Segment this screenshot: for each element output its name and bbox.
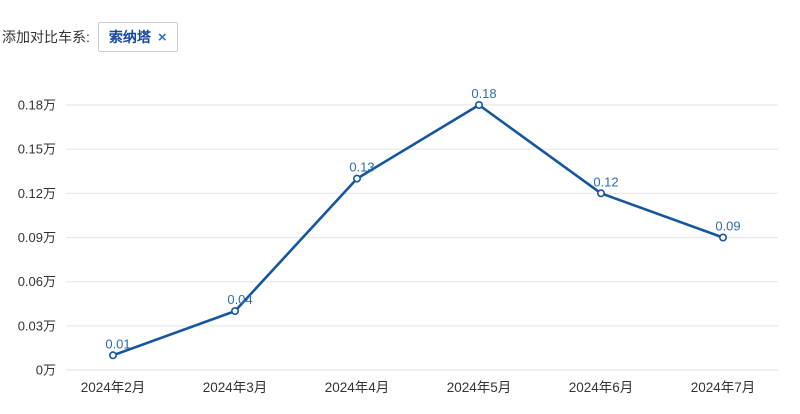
data-point-label: 0.01	[105, 336, 130, 351]
y-tick-label: 0.06万	[18, 274, 56, 289]
car-series-tag-label: 索纳塔	[108, 29, 151, 45]
data-point-label: 0.09	[715, 219, 740, 234]
y-tick-label: 0万	[36, 363, 56, 378]
data-point-marker[interactable]	[718, 233, 727, 242]
x-tick-label: 2024年3月	[203, 380, 268, 395]
data-point-label: 0.18	[471, 86, 496, 101]
data-point-label: 0.04	[227, 292, 252, 307]
compare-header: 添加对比车系: 索纳塔 ×	[2, 22, 178, 52]
data-point-marker[interactable]	[352, 174, 361, 183]
data-point-label: 0.13	[349, 160, 374, 175]
data-point-marker[interactable]	[231, 307, 240, 316]
data-point-marker[interactable]	[109, 351, 118, 360]
y-tick-label: 0.12万	[18, 186, 56, 201]
x-tick-label: 2024年2月	[81, 380, 146, 395]
y-tick-label: 0.03万	[18, 318, 56, 333]
x-tick-label: 2024年4月	[325, 380, 390, 395]
x-tick-label: 2024年5月	[447, 380, 512, 395]
data-point-marker[interactable]	[474, 101, 483, 110]
line-series	[111, 103, 725, 357]
data-point-marker[interactable]	[596, 189, 605, 198]
close-icon[interactable]: ×	[157, 28, 167, 46]
data-point-label: 0.12	[593, 174, 618, 189]
x-tick-label: 2024年6月	[569, 380, 634, 395]
car-series-tag[interactable]: 索纳塔 ×	[97, 22, 178, 52]
x-tick-label: 2024年7月	[691, 380, 756, 395]
y-tick-label: 0.18万	[18, 98, 56, 113]
y-tick-label: 0.09万	[18, 230, 56, 245]
y-tick-label: 0.15万	[18, 142, 56, 157]
add-compare-series-label: 添加对比车系:	[2, 29, 90, 45]
